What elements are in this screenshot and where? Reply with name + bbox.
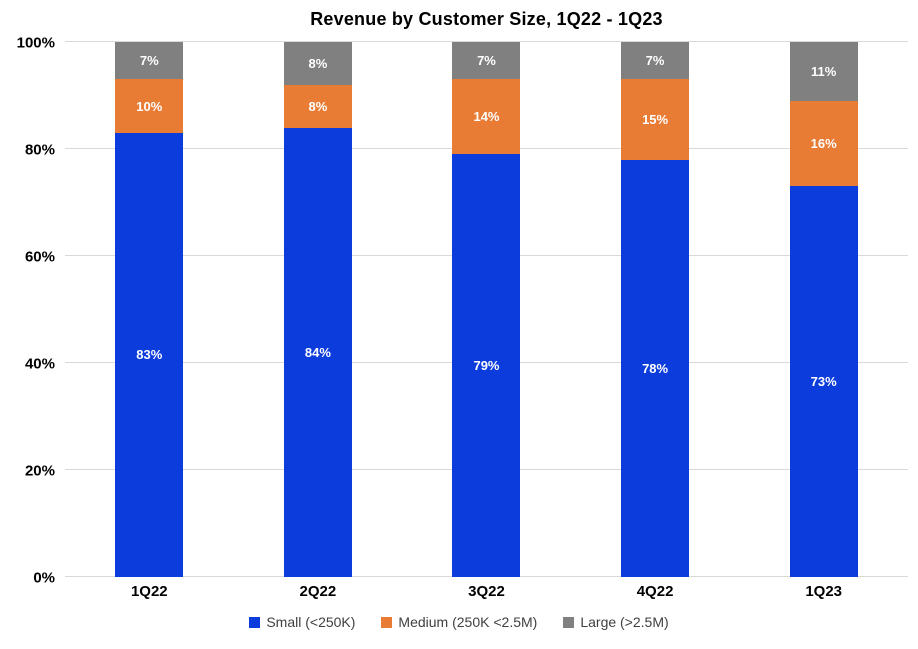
bar-segment-3Q22-large: 7% (452, 42, 521, 80)
data-label: 84% (304, 344, 331, 360)
xtick-label-1Q22: 1Q22 (130, 583, 168, 600)
data-label: 73% (810, 374, 837, 390)
chart-title: Revenue by Customer Size, 1Q22 - 1Q23 (310, 9, 663, 29)
ytick-label-20: 20% (24, 462, 55, 479)
bar-segment-3Q22-small: 79% (452, 154, 521, 577)
legend-item-small: Small (<250K) (249, 614, 355, 630)
bar-segment-4Q22-small: 78% (621, 159, 690, 577)
ytick-label-60: 60% (24, 248, 55, 265)
ytick-label-80: 80% (24, 141, 55, 158)
bar-3Q22: 7% 14% 79% (452, 42, 521, 577)
legend-swatch-icon (249, 616, 261, 628)
gridline-100 (65, 41, 908, 42)
legend-item-large: Large (>2.5M) (563, 614, 669, 630)
bar-1Q23: 11% 16% 73% (789, 42, 858, 577)
bar-segment-4Q22-medium: 15% (621, 79, 690, 160)
bar-1Q22: 7% 10% 83% (115, 42, 184, 577)
bar-slot-2Q22: 8% 8% 84% (234, 42, 403, 577)
bar-segment-4Q22-large: 7% (621, 42, 690, 80)
bar-segment-1Q22-large: 7% (115, 42, 184, 80)
bar-segment-2Q22-medium: 8% (283, 84, 352, 128)
legend-item-medium: Medium (250K <2.5M) (381, 614, 537, 630)
bar-slot-1Q22: 7% 10% 83% (65, 42, 234, 577)
plot-area: 7% 10% 83% 8% 8% 84% 7% 14% 79% 7% 15% 78% 11% 16% 73% (65, 41, 908, 577)
data-label: 7% (139, 53, 159, 69)
data-label: 10% (136, 98, 163, 114)
ytick-label-0: 0% (33, 569, 55, 586)
xtick-label-1Q23: 1Q23 (805, 583, 843, 600)
data-label: 78% (642, 360, 669, 376)
data-label: 79% (473, 358, 500, 374)
bar-segment-2Q22-small: 84% (283, 127, 352, 577)
data-label: 14% (473, 109, 500, 125)
xtick-label-4Q22: 4Q22 (636, 583, 674, 600)
ytick-label-40: 40% (24, 355, 55, 372)
legend-swatch-icon (563, 616, 575, 628)
data-label: 11% (811, 63, 837, 79)
legend: Small (<250K) Medium (250K <2.5M) Large (>… (0, 614, 918, 630)
data-label: 16% (810, 136, 837, 152)
bars-container: 7% 10% 83% 8% 8% 84% 7% 14% 79% 7% 15% 78% 11% 16% 73% (65, 42, 908, 577)
bar-segment-3Q22-medium: 14% (452, 79, 521, 155)
data-label: 7% (477, 53, 496, 69)
data-label: 8% (308, 98, 328, 114)
data-label: 15% (642, 112, 669, 128)
bar-segment-1Q22-medium: 10% (115, 79, 184, 133)
bar-slot-3Q22: 7% 14% 79% (402, 42, 571, 577)
legend-swatch-icon (381, 616, 393, 628)
x-axis: 1Q22 2Q22 3Q22 4Q22 1Q23 (65, 583, 908, 600)
xtick-label-2Q22: 2Q22 (299, 583, 337, 600)
legend-label: Medium (250K <2.5M) (398, 614, 538, 630)
bar-4Q22: 7% 15% 78% (621, 42, 690, 577)
bar-segment-2Q22-large: 8% (283, 42, 352, 85)
legend-label: Small (<250K) (266, 614, 356, 630)
data-label: 8% (308, 55, 328, 71)
y-axis: 0% 20% 40% 60% 80% 100% (0, 35, 55, 585)
data-label: 7% (645, 53, 665, 69)
data-label: 83% (136, 347, 163, 363)
bar-segment-1Q23-medium: 16% (789, 100, 858, 187)
ytick-label-100: 100% (16, 34, 55, 51)
bar-segment-1Q23-large: 11% (789, 42, 858, 101)
bar-slot-1Q23: 11% 16% 73% (739, 42, 908, 577)
legend-label: Large (>2.5M) (580, 614, 669, 630)
xtick-label-3Q22: 3Q22 (468, 583, 505, 600)
bar-segment-1Q22-small: 83% (115, 132, 184, 577)
bar-2Q22: 8% 8% 84% (283, 42, 352, 577)
bar-segment-1Q23-small: 73% (789, 186, 858, 577)
bar-slot-4Q22: 7% 15% 78% (571, 42, 740, 577)
